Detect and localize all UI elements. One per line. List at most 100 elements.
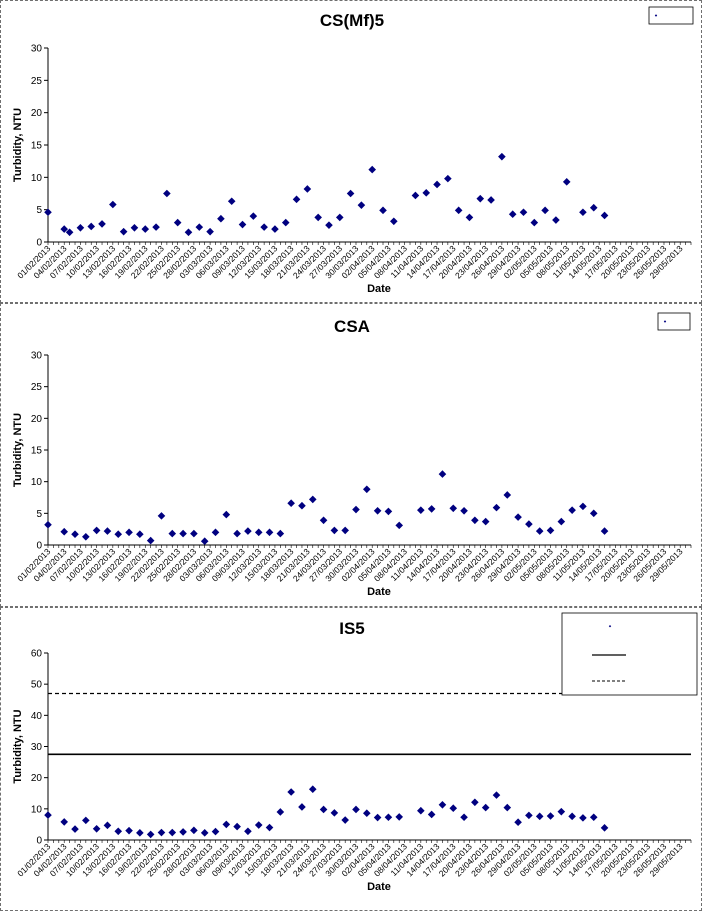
data-point — [481, 517, 490, 526]
y-tick-label: 30 — [31, 44, 43, 55]
data-point — [163, 189, 171, 198]
data-point — [546, 812, 555, 820]
data-point — [200, 829, 209, 837]
data-point — [460, 813, 468, 822]
data-point — [71, 825, 79, 833]
data-point — [157, 828, 166, 837]
data-point — [254, 528, 263, 537]
y-axis-label: Turbidity, NTU — [12, 413, 24, 487]
data-point — [417, 506, 425, 514]
chart-panel-2: CSA 0 5 10 15 20 25 30 01/02/2013 04/02/2013 07/02… — [0, 303, 702, 607]
data-point — [298, 501, 306, 510]
chart-panel-1: CS(Mf)5 0 5 10 15 20 25 30 01/02/2013 04/02/2013 0… — [0, 0, 702, 303]
legend-box — [657, 312, 691, 331]
data-point — [233, 529, 241, 538]
data-point — [76, 223, 85, 232]
y-tick-label: 30 — [31, 742, 43, 753]
y-tick-label: 25 — [31, 76, 43, 87]
data-point — [276, 808, 285, 816]
y-tick-label: 10 — [31, 804, 43, 815]
data-point — [514, 818, 522, 827]
data-point — [249, 212, 258, 220]
data-point — [352, 805, 360, 814]
data-point — [346, 189, 355, 198]
data-point — [589, 203, 598, 212]
y-tick-label: 40 — [31, 711, 43, 722]
data-point — [92, 824, 101, 833]
data-point — [227, 197, 236, 206]
data-point — [422, 189, 431, 197]
data-point — [179, 529, 187, 538]
data-point — [444, 174, 452, 183]
data-point — [352, 505, 360, 514]
data-point — [384, 507, 393, 516]
data-point — [525, 520, 533, 528]
data-point — [552, 216, 560, 224]
data-point — [341, 526, 349, 535]
data-point — [503, 803, 512, 812]
data-point — [465, 213, 474, 222]
data-point — [217, 214, 225, 223]
y-tick-label: 20 — [31, 773, 43, 784]
y-tick-label: 30 — [31, 351, 43, 362]
data-point — [535, 812, 544, 821]
y-tick-label: 5 — [36, 509, 42, 520]
chart-cs-mf5: CS(Mf)505101520253001/02/201304/02/20130… — [12, 6, 694, 295]
y-tick-label: 20 — [31, 414, 43, 425]
y-axis-label: Turbidity, NTU — [12, 108, 24, 182]
data-point — [200, 537, 209, 545]
data-point — [195, 223, 204, 231]
data-point — [373, 507, 382, 515]
data-point — [562, 178, 571, 186]
chart-csa: CSA05101520253001/02/201304/02/201307/02… — [12, 312, 692, 598]
data-point — [433, 180, 441, 189]
y-tick-label: 25 — [31, 382, 43, 393]
data-point — [65, 228, 74, 237]
data-point — [254, 821, 263, 829]
data-point — [335, 213, 344, 222]
data-point — [330, 809, 339, 817]
y-tick-label: 60 — [31, 649, 43, 660]
data-point — [535, 527, 544, 535]
data-point — [368, 165, 377, 174]
data-point — [600, 527, 609, 535]
data-point — [492, 503, 501, 512]
data-point — [568, 506, 576, 514]
data-point — [168, 529, 177, 538]
data-point — [460, 507, 468, 515]
data-point — [438, 800, 447, 809]
data-point — [98, 220, 106, 228]
y-tick-label: 50 — [31, 680, 43, 691]
data-point — [471, 798, 479, 807]
data-point — [222, 510, 231, 519]
y-tick-label: 15 — [31, 446, 43, 457]
legend-box — [561, 612, 698, 696]
data-point — [589, 509, 598, 518]
data-point — [298, 803, 306, 811]
chart-is5: IS5010203040506001/02/201304/02/201307/0… — [12, 612, 698, 893]
data-point — [292, 195, 301, 204]
data-point — [271, 225, 279, 233]
data-point — [60, 225, 69, 233]
data-point — [184, 228, 193, 237]
data-point — [487, 196, 495, 204]
data-point — [384, 813, 393, 822]
data-point — [557, 807, 566, 816]
data-point — [125, 826, 133, 835]
data-point — [179, 828, 187, 836]
legend-marker — [654, 14, 658, 17]
chart-title: CS(Mf)5 — [320, 11, 384, 30]
data-point — [44, 811, 52, 819]
y-tick-label: 10 — [31, 173, 43, 184]
y-tick-label: 0 — [36, 541, 42, 552]
data-point — [82, 532, 90, 541]
data-point — [476, 194, 485, 203]
data-point — [319, 805, 328, 814]
data-point — [287, 499, 295, 507]
data-point — [114, 530, 123, 539]
data-point — [492, 791, 501, 799]
data-point — [362, 809, 371, 817]
data-point — [379, 206, 387, 215]
data-point — [471, 516, 479, 525]
data-point — [514, 513, 522, 521]
